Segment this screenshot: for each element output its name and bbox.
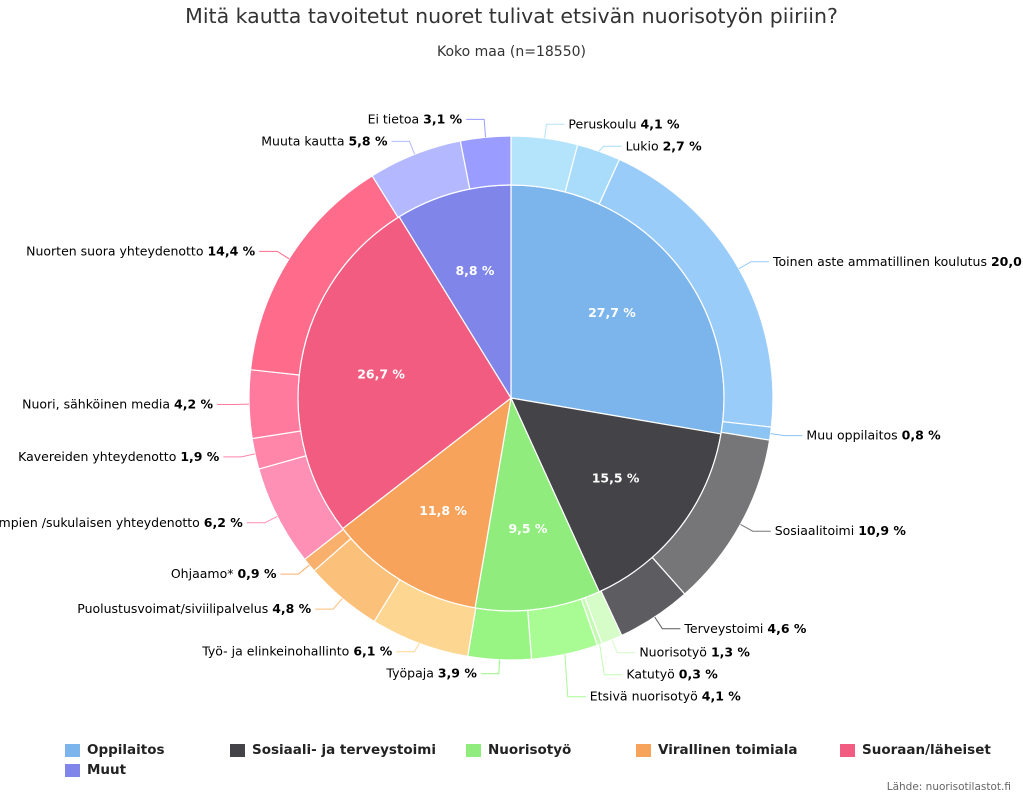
callout-line [740,524,771,532]
outer-slice-name: Terveystoimi [683,621,767,636]
pie-labels: 27,7 % 15,5 % 9,5 % 11,8 % 26,7 % 8,8 % Perusk… [0,111,1023,703]
outer-slice-value: 6,2 % [204,515,243,530]
outer-slice-value: 0,3 % [679,667,718,682]
outer-slice-label: Terveystoimi 4,6 % [683,621,806,636]
callout-line [391,140,416,155]
outer-slice-label: Kavereiden yhteydenotto 1,9 % [18,449,220,464]
outer-slice-name: Etsivä nuorisotyö [590,689,702,704]
outer-slice-label: Peruskoulu 4,1 % [568,116,680,131]
outer-slice-name: Peruskoulu [568,116,640,131]
outer-slice-label: Ohjaamo* 0,9 % [171,566,277,581]
outer-slice-label: Etsivä nuorisotyö 4,1 % [590,689,741,704]
chart-subtitle: Koko maa (n=18550) [437,44,586,60]
outer-slice-value: 10,9 % [858,523,906,538]
callout-line [599,644,623,676]
outer-slice-name: Muuta kautta [261,133,348,148]
outer-slice-name: Ohjaamo* [171,566,238,581]
callout-line [480,659,500,675]
outer-slice-value: 0,9 % [237,566,276,581]
outer-slice-name: Vanhempien /sukulaisen yhteydenotto [0,515,204,530]
callout-line [396,643,420,653]
outer-slice-label: Nuorisotyö 1,3 % [639,645,750,660]
inner-slice-label: 15,5 % [592,471,640,486]
outer-slice-value: 6,1 % [353,644,392,659]
outer-slice-value: 4,8 % [272,601,311,616]
callout-line [315,598,343,610]
outer-slice-label: Työpaja 3,9 % [385,666,477,681]
outer-slice-label: Lukio 2,7 % [626,138,702,153]
outer-slice-name: Kavereiden yhteydenotto [18,449,180,464]
callout-line [654,616,681,630]
source-credit[interactable]: Lähde: nuorisotilastot.fi [886,781,1011,793]
inner-slice-label: 26,7 % [357,366,405,381]
outer-slice-value: 4,6 % [767,621,806,636]
inner-slice-label: 27,7 % [588,305,636,320]
inner-slice-label: 11,8 % [419,503,467,518]
outer-slice-label: Muuta kautta 5,8 % [261,133,388,148]
outer-slice-name: Nuori, sähköinen media [22,396,174,411]
outer-slice-value: 2,7 % [663,138,702,153]
outer-slice-label: Nuorten suora yhteydenotto 14,4 % [26,243,256,258]
outer-slice-value: 20,0 % [991,254,1023,269]
outer-slice-name: Sosiaalitoimi [775,523,858,538]
outer-slice-value: 1,9 % [180,449,219,464]
chart-title: Mitä kautta tavoitetut nuoret tulivat et… [185,4,838,28]
outer-slice-label: Toinen aste ammatillinen koulutus 20,0 % [772,254,1023,269]
outer-slice-value: 5,8 % [348,133,387,148]
outer-slice-value: 0,8 % [902,428,941,443]
outer-slice-nuori-sahkoinen-media[interactable] [248,369,302,440]
outer-slice-value: 4,2 % [174,396,213,411]
outer-slice-label: Katutyö 0,3 % [626,667,718,682]
outer-slice-name: Katutyö [626,667,678,682]
outer-slice-tyopaja[interactable] [466,607,533,661]
callout-line [770,433,803,437]
outer-slice-name: Nuorisotyö [639,645,711,660]
callout-line [611,639,636,654]
callout-line [598,145,622,152]
callout-line [246,516,278,524]
inner-slice-label: 8,8 % [455,263,494,278]
outer-slice-label: Ei tietoa 3,1 % [368,111,463,126]
outer-slice-name: Nuorten suora yhteydenotto [26,243,207,258]
callout-line [738,261,770,270]
outer-slice-value: 1,3 % [711,645,750,660]
pie-slices [248,135,774,661]
outer-slice-label: Muu oppilaitos 0,8 % [806,428,941,443]
callout-line [223,453,256,458]
outer-slice-name: Puolustusvoimat/siviilipalvelus [77,601,272,616]
outer-slice-name: Lukio [626,138,663,153]
outer-slice-name: Muu oppilaitos [806,428,901,443]
callout-line [544,123,565,139]
outer-slice-label: Työ- ja elinkeinohallinto 6,1 % [201,644,393,659]
outer-slice-name: Ei tietoa [368,111,424,126]
outer-slice-value: 4,1 % [641,116,680,131]
outer-slice-label: Vanhempien /sukulaisen yhteydenotto 6,2 … [0,515,243,530]
outer-slice-ei-tietoa[interactable] [459,135,512,190]
outer-slice-label: Nuori, sähköinen media 4,2 % [22,396,213,411]
outer-slice-value: 4,1 % [702,689,741,704]
outer-slice-label: Sosiaalitoimi 10,9 % [775,523,907,538]
inner-slice-label: 9,5 % [508,521,547,536]
callout-line [259,250,290,260]
outer-slice-name: Työpaja [385,666,437,681]
outer-slice-value: 3,1 % [423,111,462,126]
outer-slice-name: Työ- ja elinkeinohallinto [201,644,353,659]
callout-line [466,118,487,138]
outer-slice-label: Puolustusvoimat/siviilipalvelus 4,8 % [77,601,311,616]
outer-slice-name: Toinen aste ammatillinen koulutus [772,254,991,269]
outer-slice-value: 14,4 % [207,243,255,258]
callout-line [280,564,310,575]
outer-slice-value: 3,9 % [438,666,477,681]
callout-line [564,654,586,698]
